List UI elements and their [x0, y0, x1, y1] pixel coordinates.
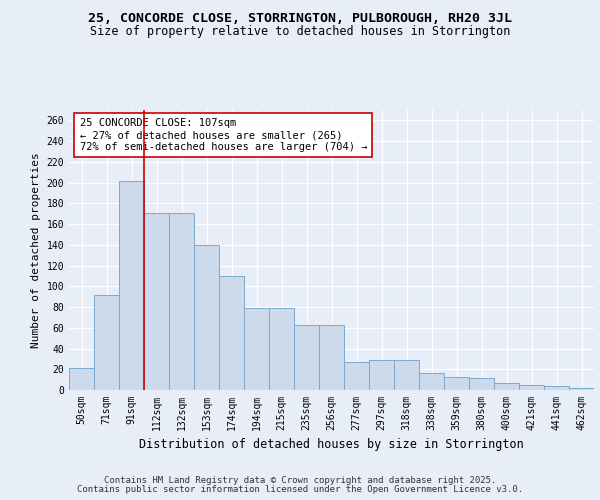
Bar — [244, 308, 269, 390]
Bar — [519, 385, 544, 390]
Text: 25 CONCORDE CLOSE: 107sqm
← 27% of detached houses are smaller (265)
72% of semi: 25 CONCORDE CLOSE: 107sqm ← 27% of detac… — [79, 118, 367, 152]
Text: Contains public sector information licensed under the Open Government Licence v3: Contains public sector information licen… — [77, 485, 523, 494]
Bar — [119, 180, 144, 390]
Bar — [544, 386, 569, 390]
Bar — [344, 362, 369, 390]
X-axis label: Distribution of detached houses by size in Storrington: Distribution of detached houses by size … — [139, 438, 524, 452]
Bar — [494, 382, 519, 390]
Text: 25, CONCORDE CLOSE, STORRINGTON, PULBOROUGH, RH20 3JL: 25, CONCORDE CLOSE, STORRINGTON, PULBORO… — [88, 12, 512, 26]
Bar — [369, 360, 394, 390]
Bar — [569, 388, 594, 390]
Bar — [319, 324, 344, 390]
Text: Contains HM Land Registry data © Crown copyright and database right 2025.: Contains HM Land Registry data © Crown c… — [104, 476, 496, 485]
Bar — [269, 308, 294, 390]
Bar — [219, 276, 244, 390]
Bar — [444, 376, 469, 390]
Bar — [144, 212, 169, 390]
Bar — [69, 368, 94, 390]
Bar — [94, 294, 119, 390]
Bar — [419, 374, 444, 390]
Text: Size of property relative to detached houses in Storrington: Size of property relative to detached ho… — [90, 25, 510, 38]
Bar — [469, 378, 494, 390]
Bar — [169, 212, 194, 390]
Y-axis label: Number of detached properties: Number of detached properties — [31, 152, 41, 348]
Bar — [194, 245, 219, 390]
Bar — [294, 324, 319, 390]
Bar — [394, 360, 419, 390]
